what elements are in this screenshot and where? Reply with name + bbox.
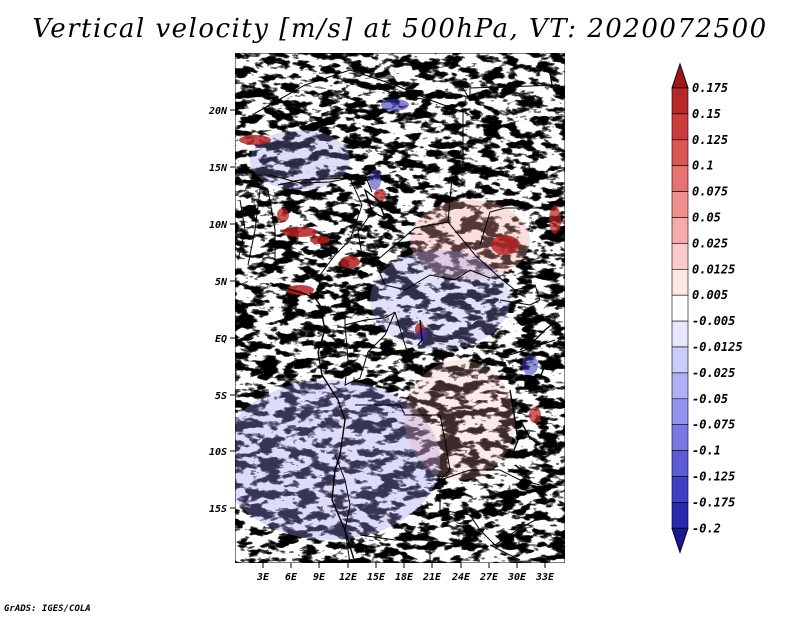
y-tick-label: 15S xyxy=(209,504,227,515)
colorbar-segment xyxy=(671,476,689,503)
colorbar-top-cap xyxy=(671,62,689,89)
x-tick-label: 30E xyxy=(507,572,527,583)
map-title: Vertical velocity [m/s] at 500hPa, VT: 2… xyxy=(32,14,768,44)
colorbar-segment xyxy=(671,346,689,374)
colorbar-label: -0.05 xyxy=(692,392,728,406)
x-tick-label: 3E xyxy=(256,572,270,583)
velocity-field xyxy=(235,53,565,563)
coastlines xyxy=(269,64,561,563)
colorbar-segment xyxy=(671,87,689,115)
strong-downdraft-cores xyxy=(369,99,538,375)
colorbar-label: 0.125 xyxy=(692,133,728,147)
colorbar-segment xyxy=(671,243,689,270)
colorbar-label: 0.075 xyxy=(692,185,728,199)
y-axis-labels: 20N 15N 10N 5N EQ 5S 10S 15S xyxy=(208,106,228,515)
country-boundaries xyxy=(235,69,561,563)
colorbar-label: 0.05 xyxy=(692,211,721,225)
y-tick-label: 15N xyxy=(209,163,228,174)
colorbar-bottom-cap xyxy=(671,527,689,554)
colorbar-label: -0.025 xyxy=(692,366,735,380)
axis-ticks xyxy=(230,109,546,568)
colorbar-segment xyxy=(671,268,689,296)
colorbar-label: -0.1 xyxy=(692,444,721,458)
colorbar-segment xyxy=(671,424,689,451)
colorbar-label: -0.125 xyxy=(692,470,735,484)
colorbar-segment xyxy=(671,502,689,529)
colorbar-segment xyxy=(671,217,689,244)
colorbar-segment xyxy=(671,320,689,348)
colorbar-label: -0.005 xyxy=(692,314,735,328)
y-tick-label: 20N xyxy=(208,106,228,117)
colorbar-label: -0.175 xyxy=(692,495,735,509)
colorbar-segment xyxy=(671,294,689,322)
colorbar-label: -0.075 xyxy=(692,418,735,432)
colorbar-label: -0.0125 xyxy=(692,340,743,354)
y-tick-label: 5N xyxy=(215,277,228,288)
colorbar-label: 0.025 xyxy=(692,236,728,250)
colorbar-segment xyxy=(671,398,689,425)
colorbar-label: 0.175 xyxy=(692,81,728,95)
y-tick-label: 10S xyxy=(209,447,227,458)
x-tick-label: 9E xyxy=(313,572,326,583)
colorbar-segment xyxy=(671,450,689,477)
x-tick-label: 15E xyxy=(367,572,386,583)
x-tick-label: 27E xyxy=(479,572,499,583)
y-tick-label: 5S xyxy=(215,391,227,402)
colorbar-segment xyxy=(671,372,689,400)
colorbar-label: -0.2 xyxy=(692,521,721,535)
colorbar-segment xyxy=(671,139,689,167)
x-tick-label: 21E xyxy=(422,572,442,583)
x-tick-label: 18E xyxy=(395,572,414,583)
colorbar-segment xyxy=(671,113,689,141)
y-tick-label: 10N xyxy=(209,220,228,231)
colorbar-label: 0.15 xyxy=(692,107,721,121)
grads-credit: GrADS: IGES/COLA xyxy=(4,604,91,614)
x-tick-label: 33E xyxy=(535,572,555,583)
colorbar-label: 0.1 xyxy=(692,159,714,173)
colorbar-segment xyxy=(671,191,689,218)
colorbar-label: 0.005 xyxy=(692,288,728,302)
colorbar-segment xyxy=(671,165,689,192)
x-axis-labels: 3E 6E 9E 12E 15E 18E 21E 24E 27E 30E 33E xyxy=(256,572,555,583)
x-tick-label: 24E xyxy=(451,572,471,583)
x-tick-label: 12E xyxy=(339,572,358,583)
x-tick-label: 6E xyxy=(285,572,298,583)
y-tick-label: EQ xyxy=(215,334,227,345)
colorbar: 0.175 0.15 0.125 0.1 0.075 0.05 0.025 0.0125 0.0… xyxy=(671,62,743,554)
colorbar-label: 0.0125 xyxy=(692,262,735,276)
